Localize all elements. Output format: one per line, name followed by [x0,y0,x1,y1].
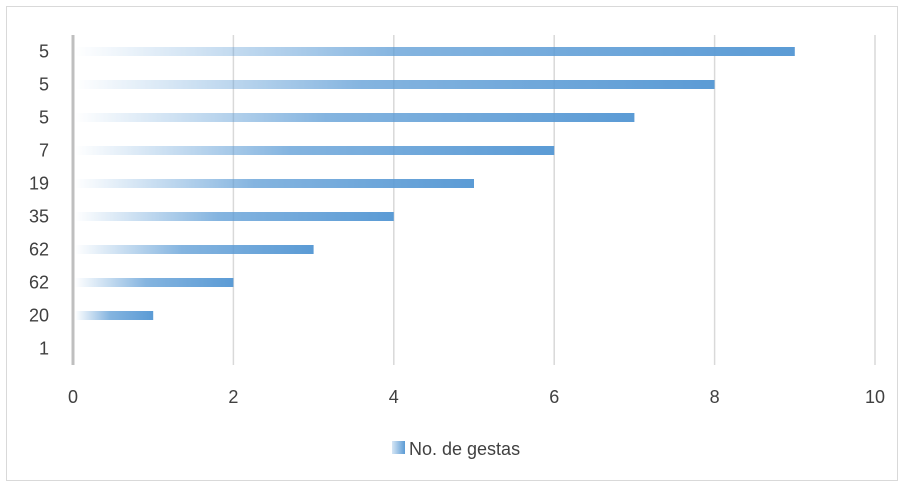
bar [75,146,555,155]
x-tick-label: 4 [389,387,399,407]
category-label: 62 [29,273,49,293]
legend: No. de gestas [392,439,520,459]
category-label: 20 [29,306,49,326]
gridlines [71,35,876,365]
x-tick-label: 10 [865,387,885,407]
legend-swatch [392,441,405,454]
bar [75,80,715,89]
category-labels: 5 5 5 7 19 35 62 62 20 1 [29,42,49,359]
x-tick-label: 8 [710,387,720,407]
bars [75,47,795,320]
bar [75,179,474,188]
x-tick-label: 2 [228,387,238,407]
x-tick-label: 0 [68,387,78,407]
bar [75,47,795,56]
legend-label: No. de gestas [409,439,520,459]
category-label: 35 [29,207,49,227]
bar [75,245,314,254]
x-tick-labels: 0 2 4 6 8 10 [68,387,885,407]
bar [75,113,635,122]
bar [75,278,234,287]
bar [75,212,394,221]
category-label: 1 [39,339,49,359]
category-label: 19 [29,174,49,194]
category-label: 5 [39,42,49,62]
category-label: 7 [39,141,49,161]
category-label: 5 [39,108,49,128]
category-label: 62 [29,240,49,260]
x-tick-label: 6 [549,387,559,407]
category-label: 5 [39,75,49,95]
bar [75,311,154,320]
